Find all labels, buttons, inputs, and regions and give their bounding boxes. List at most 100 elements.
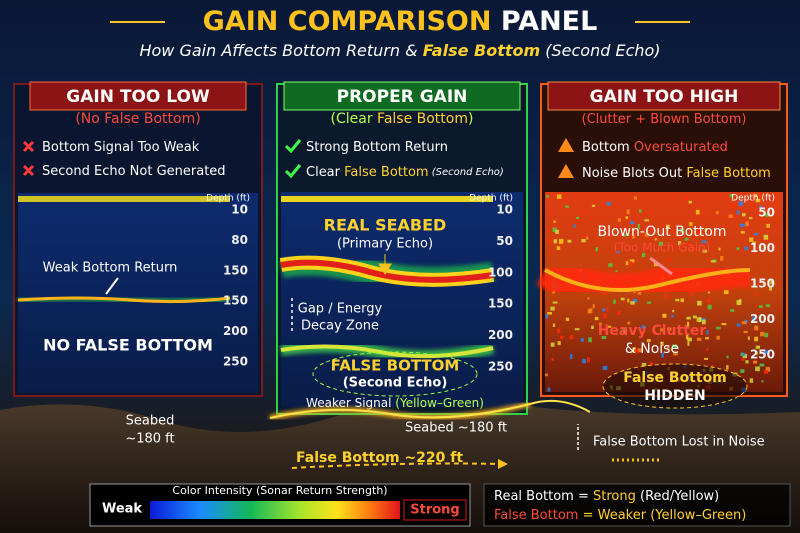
noise-speck xyxy=(556,246,561,250)
annotation: False Bottom Lost in Noise xyxy=(593,435,765,450)
annotation: HIDDEN xyxy=(644,388,705,404)
panel-title: PROPER GAIN xyxy=(337,87,468,107)
noise-speck xyxy=(582,358,587,364)
primary-echo-core xyxy=(280,259,494,283)
subtitle-part: (Clear xyxy=(331,111,378,127)
noise-speck xyxy=(573,224,576,228)
noise-speck xyxy=(692,315,697,319)
depth-label: Depth (ft) xyxy=(469,194,513,204)
noise-speck xyxy=(770,279,774,285)
key-line: False Bottom = Weaker (Yellow–Green) xyxy=(494,508,746,523)
depth-tick-label: 250 xyxy=(750,348,775,362)
key-part: Weaker xyxy=(598,508,647,523)
cross-icon xyxy=(22,164,35,177)
noise-speck xyxy=(626,209,630,215)
noise-speck xyxy=(728,214,734,218)
noise-speck xyxy=(547,311,553,315)
noise-speck xyxy=(697,300,702,306)
noise-speck xyxy=(730,309,735,312)
depth-tick-label: 50 xyxy=(758,206,775,220)
annotation: Gap / Energy xyxy=(298,302,383,317)
subtitle-part: (Clutter + Blown Bottom) xyxy=(582,112,747,127)
noise-speck xyxy=(702,249,707,253)
noise-speck xyxy=(555,229,559,234)
noise-speck xyxy=(671,314,674,318)
subtitle-part: False Bottom xyxy=(423,41,540,60)
noise-speck xyxy=(565,317,570,322)
depth-tick-label: 150 xyxy=(223,263,248,277)
annotation: Weak Bottom Return xyxy=(43,261,178,276)
bullet-part: Second Echo Not Generated xyxy=(42,164,226,179)
noise-speck xyxy=(567,239,572,243)
second-echo xyxy=(280,344,494,359)
noise-speck xyxy=(740,352,744,357)
depth-tick-label: 80 xyxy=(231,233,248,247)
noise-speck xyxy=(707,291,710,294)
noise-speck xyxy=(759,205,763,209)
noise-speck xyxy=(715,211,719,215)
noise-speck xyxy=(632,235,635,239)
noise-speck xyxy=(556,194,562,199)
noise-speck xyxy=(581,239,586,243)
title: GAIN COMPARISON PANEL xyxy=(203,6,598,37)
noise-speck xyxy=(679,228,685,233)
noise-speck xyxy=(723,290,729,295)
noise-speck xyxy=(689,222,693,226)
noise-speck xyxy=(706,330,709,335)
annotation: Blown-Out Bottom xyxy=(597,224,726,240)
depth-tick-label: 200 xyxy=(750,312,775,326)
noise-speck xyxy=(559,335,564,339)
depth-tick-label: 150 xyxy=(223,294,248,308)
noise-speck xyxy=(736,247,740,250)
bullet: Noise Blots Out False Bottom xyxy=(582,166,771,181)
noise-speck xyxy=(736,300,742,305)
noise-speck xyxy=(742,213,746,217)
noise-speck xyxy=(696,317,701,323)
key-part: Real Bottom = xyxy=(494,489,593,504)
noise-speck xyxy=(638,209,642,213)
noise-speck xyxy=(587,308,591,314)
noise-speck xyxy=(763,234,769,240)
annotation: Heavy Clutter xyxy=(598,323,707,339)
bullet: Clear False Bottom (Second Echo) xyxy=(306,165,504,180)
noise-speck xyxy=(602,308,606,312)
noise-speck xyxy=(764,332,769,338)
depth-tick-label: 200 xyxy=(488,328,513,342)
noise-speck xyxy=(666,258,671,263)
annotation-part: Weaker Signal xyxy=(306,396,395,410)
noise-speck xyxy=(701,319,706,325)
noise-speck xyxy=(565,205,569,208)
bullet-part: Strong Bottom Return xyxy=(306,140,448,155)
noise-speck xyxy=(696,230,702,235)
noise-speck xyxy=(641,325,646,329)
noise-speck xyxy=(622,327,627,330)
annotation: (Too Much Gain) xyxy=(614,241,711,255)
annotation: & Noise xyxy=(625,341,679,357)
panel-header-box xyxy=(283,81,521,111)
noise-speck xyxy=(705,337,709,340)
bullet-part: Clear xyxy=(306,165,344,180)
noise-speck xyxy=(740,231,745,234)
noise-speck xyxy=(632,347,636,353)
noise-speck xyxy=(552,227,557,232)
noise-speck xyxy=(764,213,770,217)
title-part: PANEL xyxy=(501,6,597,37)
noise-speck xyxy=(607,325,612,328)
subtitle-part: (Second Echo) xyxy=(540,41,660,60)
noise-speck xyxy=(716,326,721,330)
noise-speck xyxy=(557,328,561,334)
annotation: FALSE BOTTOM xyxy=(331,357,460,375)
noise-speck xyxy=(550,342,555,347)
annotation: (Second Echo) xyxy=(343,376,448,391)
noise-speck xyxy=(749,237,754,242)
noise-speck xyxy=(557,341,561,346)
noise-speck xyxy=(758,305,763,308)
noise-speck xyxy=(765,366,771,372)
noise-speck xyxy=(761,380,764,383)
noise-speck xyxy=(641,362,647,368)
subtitle-part: ) xyxy=(468,111,473,127)
noise-speck xyxy=(740,369,745,373)
noise-speck xyxy=(553,239,558,244)
